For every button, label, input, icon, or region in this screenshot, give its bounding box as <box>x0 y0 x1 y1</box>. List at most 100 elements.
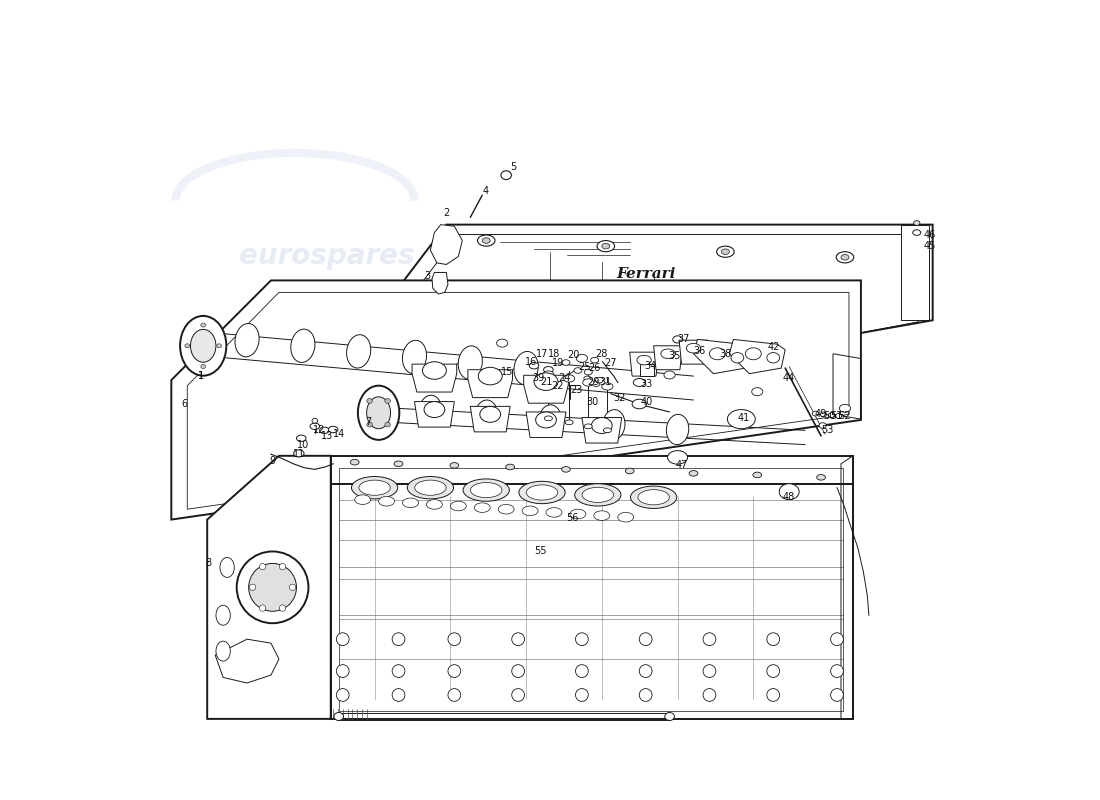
Text: 21: 21 <box>540 377 553 386</box>
Ellipse shape <box>279 563 286 570</box>
Text: 52: 52 <box>838 411 851 421</box>
Ellipse shape <box>506 464 515 470</box>
Ellipse shape <box>512 689 525 702</box>
Ellipse shape <box>828 413 835 418</box>
Text: 34: 34 <box>645 361 657 370</box>
Text: 18: 18 <box>548 349 560 358</box>
Text: 56: 56 <box>565 513 579 523</box>
Ellipse shape <box>279 605 286 611</box>
Ellipse shape <box>448 633 461 646</box>
Text: 33: 33 <box>640 379 652 389</box>
Ellipse shape <box>767 689 780 702</box>
Ellipse shape <box>575 633 589 646</box>
Ellipse shape <box>294 450 304 457</box>
Ellipse shape <box>522 506 538 515</box>
Ellipse shape <box>710 348 725 360</box>
Ellipse shape <box>667 414 689 445</box>
Ellipse shape <box>576 354 587 362</box>
Text: 42: 42 <box>768 342 780 351</box>
Text: 26: 26 <box>588 363 601 373</box>
Polygon shape <box>412 364 456 392</box>
Ellipse shape <box>816 474 825 480</box>
Ellipse shape <box>584 370 592 375</box>
Ellipse shape <box>703 633 716 646</box>
Ellipse shape <box>562 466 570 472</box>
Polygon shape <box>432 273 448 294</box>
Text: eurospares: eurospares <box>542 242 717 270</box>
Ellipse shape <box>603 410 625 440</box>
Ellipse shape <box>673 336 682 343</box>
Ellipse shape <box>595 378 604 383</box>
Ellipse shape <box>358 386 399 440</box>
Text: 10: 10 <box>297 441 309 450</box>
Text: 51: 51 <box>830 411 843 421</box>
Ellipse shape <box>359 480 390 495</box>
Ellipse shape <box>779 484 799 500</box>
Ellipse shape <box>312 418 318 423</box>
Ellipse shape <box>830 689 844 702</box>
Polygon shape <box>331 484 852 719</box>
Ellipse shape <box>260 563 266 570</box>
Text: 11: 11 <box>294 450 306 459</box>
Text: 49: 49 <box>815 409 827 418</box>
Text: 27: 27 <box>604 358 617 367</box>
Ellipse shape <box>512 633 525 646</box>
Ellipse shape <box>190 330 216 362</box>
Ellipse shape <box>403 340 427 374</box>
Ellipse shape <box>542 371 554 378</box>
Ellipse shape <box>297 435 306 442</box>
Ellipse shape <box>575 665 589 678</box>
Ellipse shape <box>584 376 591 381</box>
Ellipse shape <box>703 689 716 702</box>
Ellipse shape <box>385 398 390 403</box>
Text: eurospares: eurospares <box>623 534 763 554</box>
Polygon shape <box>415 402 454 427</box>
Polygon shape <box>172 281 861 519</box>
Text: 37: 37 <box>678 334 690 345</box>
Ellipse shape <box>216 606 230 626</box>
Text: 19: 19 <box>551 358 564 367</box>
Ellipse shape <box>664 371 675 379</box>
Polygon shape <box>331 456 852 484</box>
Polygon shape <box>371 225 933 420</box>
Ellipse shape <box>352 477 398 499</box>
Text: 1: 1 <box>198 371 204 381</box>
Ellipse shape <box>392 689 405 702</box>
Ellipse shape <box>546 508 562 517</box>
Ellipse shape <box>602 383 613 390</box>
Ellipse shape <box>830 633 844 646</box>
Text: 40: 40 <box>640 397 652 406</box>
Ellipse shape <box>180 316 227 376</box>
Ellipse shape <box>722 249 729 254</box>
Ellipse shape <box>475 400 497 430</box>
Ellipse shape <box>689 470 697 476</box>
Ellipse shape <box>329 426 338 433</box>
Ellipse shape <box>337 689 349 702</box>
Polygon shape <box>629 352 659 376</box>
Ellipse shape <box>334 713 343 721</box>
Ellipse shape <box>366 398 373 403</box>
Ellipse shape <box>354 495 371 505</box>
Ellipse shape <box>337 633 349 646</box>
Ellipse shape <box>668 450 688 464</box>
Polygon shape <box>693 339 749 374</box>
Text: 22: 22 <box>551 382 564 391</box>
Ellipse shape <box>543 366 553 373</box>
Ellipse shape <box>821 412 826 417</box>
Text: 25: 25 <box>578 362 591 371</box>
Ellipse shape <box>812 411 818 416</box>
Ellipse shape <box>463 479 509 502</box>
Text: 8: 8 <box>206 558 211 569</box>
Text: 4: 4 <box>482 186 488 196</box>
Polygon shape <box>679 340 708 364</box>
Ellipse shape <box>249 563 297 611</box>
Ellipse shape <box>366 422 373 427</box>
Ellipse shape <box>664 713 674 721</box>
Ellipse shape <box>514 351 538 385</box>
Ellipse shape <box>751 388 763 396</box>
Ellipse shape <box>220 558 234 578</box>
Ellipse shape <box>638 490 670 505</box>
Text: 24: 24 <box>558 373 570 382</box>
Ellipse shape <box>591 358 598 363</box>
Polygon shape <box>207 456 331 719</box>
